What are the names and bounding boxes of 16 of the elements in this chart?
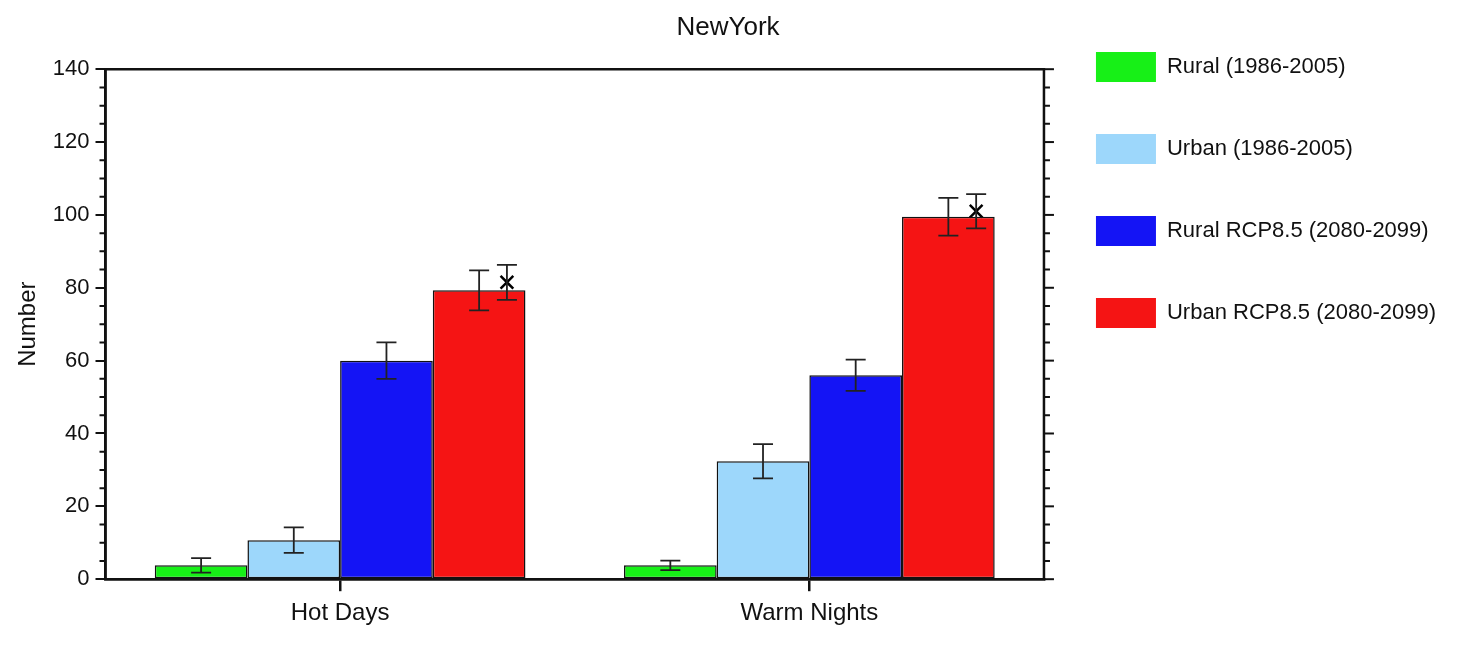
y-tick-label: 20 [65,492,90,518]
x-tick-label: Warm Nights [740,598,879,626]
chart-title: NewYork [676,10,781,41]
y-tick-label: 140 [52,55,90,81]
y-tick-label: 100 [52,200,90,226]
y-tick-label: 40 [65,419,90,445]
legend-label: Urban RCP8.5 (2080-2099) [1166,299,1437,325]
legend-label: Urban (1986-2005) [1166,135,1353,161]
y-tick-label: 120 [52,128,90,154]
legend-label: Rural (1986-2005) [1166,53,1346,79]
x-tick-label: Hot Days [290,598,390,626]
y-tick-label: 80 [65,273,90,299]
legend-label: Rural RCP8.5 (2080-2099) [1166,217,1429,243]
y-axis-title: Number [13,281,41,367]
y-tick-label: 0 [77,565,90,591]
y-tick-label: 60 [65,346,90,372]
